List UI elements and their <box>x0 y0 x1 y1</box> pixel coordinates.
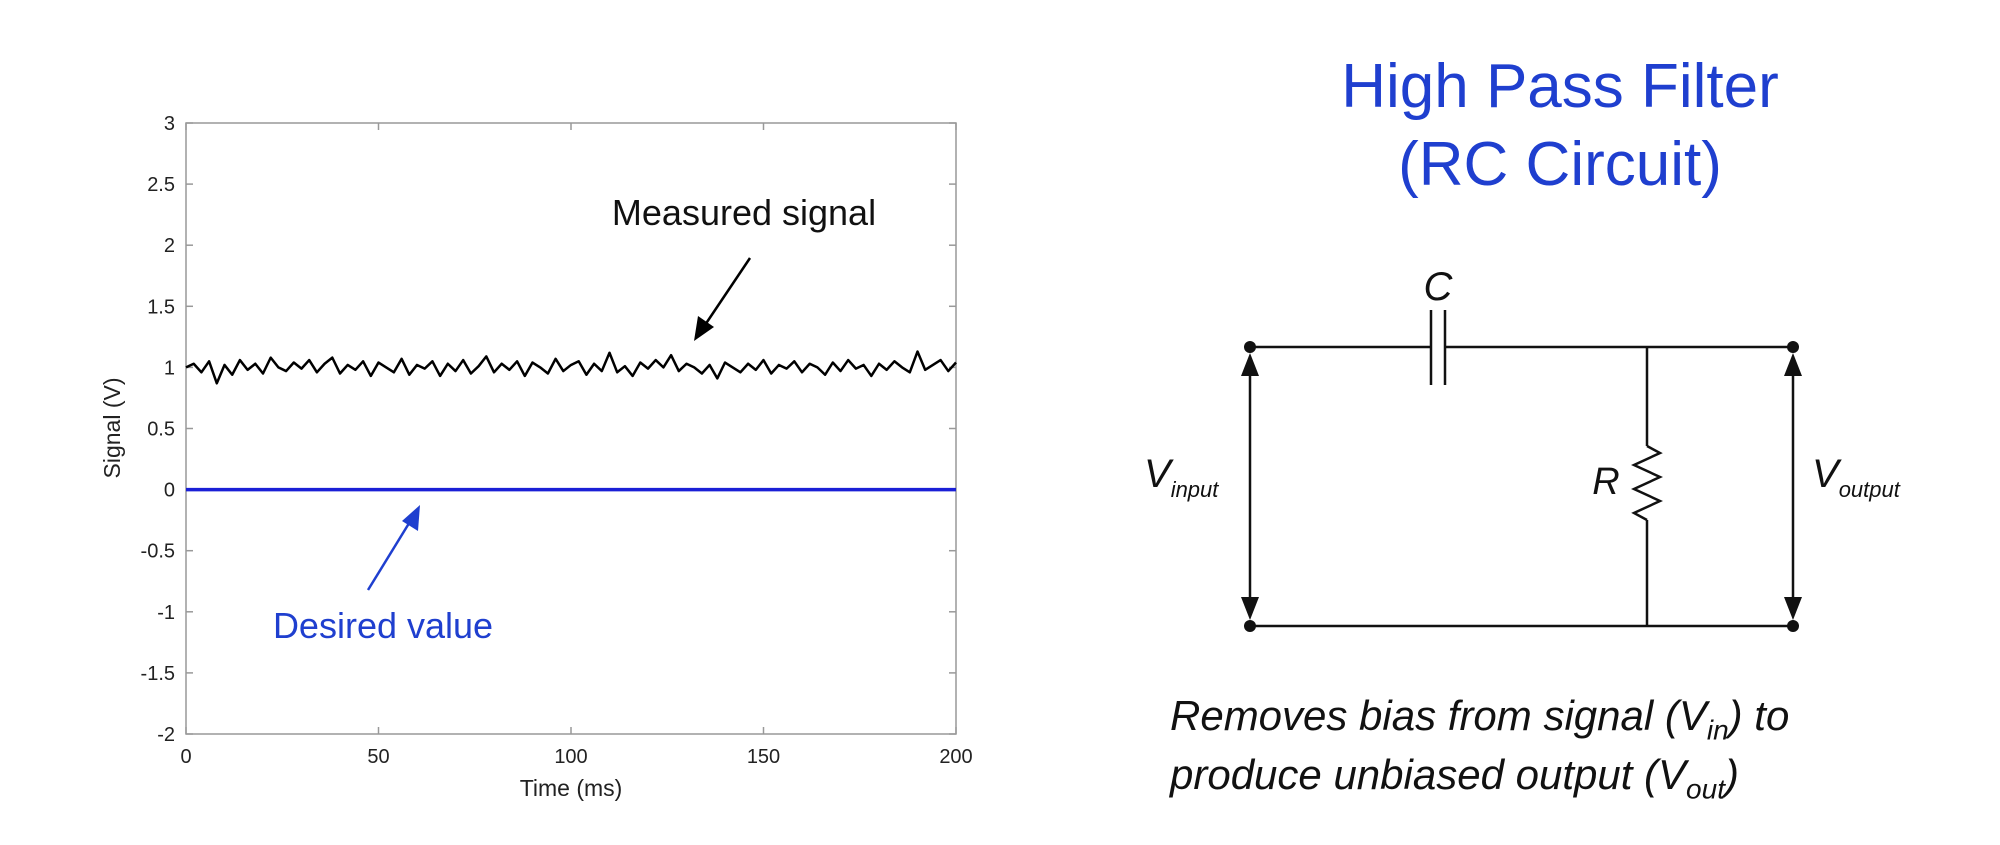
vinput-label-main: V <box>1144 452 1174 496</box>
vinput-label-sub: input <box>1171 477 1220 502</box>
x-tick-label: 100 <box>554 746 587 768</box>
x-tick-label: 150 <box>747 746 780 768</box>
resistor-label: R <box>1592 461 1619 503</box>
caption2-sub: out <box>1686 773 1725 805</box>
y-tick-label: 1.5 <box>147 296 175 318</box>
caption-line2: produce unbiased output (Vout) <box>1170 754 1739 803</box>
x-axis-label: Time (ms) <box>520 775 623 801</box>
x-tick-label: 200 <box>939 746 972 768</box>
terminal-top-left <box>1244 341 1256 353</box>
y-tick-label: 0.5 <box>147 419 175 441</box>
terminal-bottom-left <box>1244 620 1256 632</box>
vinput-label: Vinput <box>1144 452 1219 502</box>
terminal-top-right <box>1787 341 1799 353</box>
voutput-label-sub: output <box>1839 477 1901 502</box>
y-tick-label: 0 <box>164 480 175 502</box>
x-tick-label: 50 <box>367 746 389 768</box>
y-tick-label: 2 <box>164 235 175 257</box>
y-tick-label: -0.5 <box>141 541 175 563</box>
caption1-post: ) to <box>1728 692 1790 739</box>
voutput-label: Voutput <box>1812 452 1901 502</box>
terminal-bottom-right <box>1787 620 1799 632</box>
caption2-post: ) <box>1724 751 1739 798</box>
y-tick-label: 3 <box>164 113 175 135</box>
caption2-pre: produce unbiased output (V <box>1170 751 1687 798</box>
y-axis-label: Signal (V) <box>99 378 125 479</box>
y-tick-label: -1 <box>157 602 175 624</box>
y-tick-label: 1 <box>164 357 175 379</box>
y-tick-label: -2 <box>157 724 175 746</box>
y-tick-label: 2.5 <box>147 174 175 196</box>
diagram-title-line2: (RC Circuit) <box>1398 130 1722 199</box>
capacitor-label: C <box>1424 265 1454 309</box>
y-tick-label: -1.5 <box>141 663 175 685</box>
desired-arrow-head <box>402 505 420 531</box>
signal-chart: 0 50 100 150 200 3 2.5 2 1.5 1 0.5 0 -0.5 -1 -1.5 -2 Ti… <box>99 113 973 801</box>
voutput-arrow-head-down <box>1784 597 1802 620</box>
voutput-label-main: V <box>1812 452 1842 496</box>
diagram-title-line1: High Pass Filter <box>1341 52 1779 121</box>
measured-signal-annotation: Measured signal <box>612 192 876 233</box>
measured-arrow-head <box>694 316 714 341</box>
caption1-pre: Removes bias from signal (V <box>1170 692 1707 739</box>
voutput-arrow-head-up <box>1784 353 1802 376</box>
desired-arrow-shaft <box>366 519 413 591</box>
x-tick-label: 0 <box>180 746 191 768</box>
desired-value-annotation: Desired value <box>273 605 493 646</box>
measured-series-line <box>185 350 957 385</box>
caption-line1: Removes bias from signal (Vin) to <box>1170 695 1789 744</box>
measured-arrow-shaft <box>701 257 752 329</box>
resistor-zigzag <box>1631 444 1663 522</box>
caption1-sub: in <box>1706 714 1729 746</box>
vinput-arrow-head-down <box>1241 597 1259 620</box>
vinput-arrow-head-up <box>1241 353 1259 376</box>
